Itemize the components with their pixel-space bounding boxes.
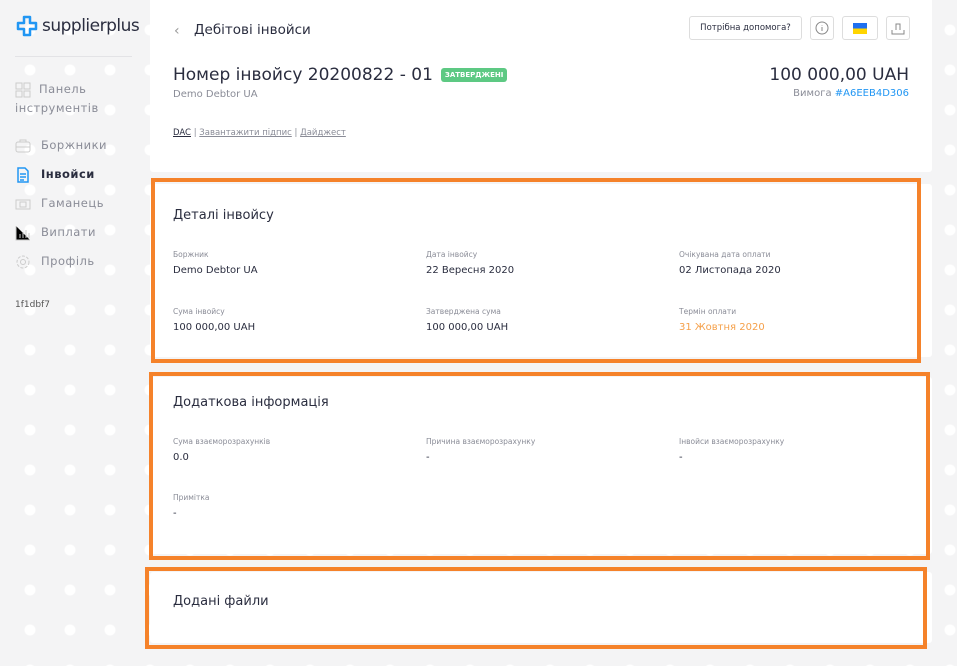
info-icon: [815, 21, 829, 35]
invoice-details-card: Деталі інвойсу Боржник Demo Debtor UA Дат…: [150, 184, 932, 357]
bar-chart-icon: [15, 225, 31, 241]
field-value: -: [679, 452, 683, 463]
field-label: Сума інвойсу: [173, 307, 225, 316]
additional-info-card: Додаткова інформація Сума взаєморозрахун…: [150, 377, 932, 554]
sidebar-item-label: Панель інструментів: [15, 82, 99, 115]
field-value: 31 Жовтня 2020: [679, 322, 765, 333]
field-label: Причина взаєморозрахунку: [426, 437, 536, 446]
toolbar: Потрібна допомога?: [689, 16, 910, 40]
sidebar-item-dashboard[interactable]: Панель інструментів: [15, 80, 140, 118]
field-value: 0.0: [173, 452, 189, 463]
logo[interactable]: supplierplus: [16, 15, 140, 37]
field-settlement-sum: Сума взаєморозрахунків 0.0: [173, 437, 403, 463]
field-label: Сума взаєморозрахунків: [173, 437, 271, 446]
field-approved-sum: Затверджена сума 100 000,00 UAH: [426, 307, 656, 333]
field-settlement-invoices: Інвойси взаєморозрахунку -: [679, 437, 909, 463]
invoice-amount: 100 000,00 UAH: [769, 65, 909, 85]
section-title: Додані файли: [173, 594, 269, 609]
status-badge: ЗАТВЕРДЖЕНІ: [440, 68, 508, 82]
sidebar-item-invoices[interactable]: Інвойси: [15, 167, 140, 183]
section-title: Додаткова інформація: [173, 395, 329, 410]
dac-link[interactable]: DAC: [173, 128, 191, 138]
briefcase-icon: [15, 138, 31, 154]
logo-icon: [16, 15, 38, 37]
field-due-date: Термін оплати 31 Жовтня 2020: [679, 307, 909, 333]
ukraine-flag-icon: [853, 22, 867, 34]
attached-files-card: Додані файли: [150, 572, 932, 643]
invoice-number: Номер інвойсу 20200822 - 01: [173, 65, 433, 85]
version: 1f1dbf7: [15, 300, 50, 310]
sidebar-item-debtors[interactable]: Боржники: [15, 138, 140, 154]
document-icon: [15, 167, 31, 183]
field-value: 100 000,00 UAH: [426, 322, 509, 333]
sidebar: supplierplus Панель інструментів Боржник…: [0, 0, 150, 666]
digest-link[interactable]: Дайджест: [300, 128, 346, 138]
field-value: -: [426, 452, 430, 463]
gear-icon: [15, 254, 31, 270]
field-value: 100 000,00 UAH: [173, 322, 256, 333]
dashboard-icon: [15, 82, 31, 98]
breadcrumb[interactable]: Дебітові інвойси: [194, 22, 311, 38]
field-expected-date: Очікувана дата оплати 02 Листопада 2020: [679, 250, 909, 276]
request-id-link[interactable]: #A6EEB4D306: [834, 88, 909, 99]
field-value: 22 Вересня 2020: [426, 265, 515, 276]
field-value: 02 Листопада 2020: [679, 265, 781, 276]
sidebar-item-label: Профіль: [41, 254, 95, 268]
sidebar-item-profile[interactable]: Профіль: [15, 254, 140, 270]
section-title: Деталі інвойсу: [173, 208, 274, 223]
info-button[interactable]: [810, 16, 834, 40]
wallet-icon: [15, 196, 31, 212]
download-signature-link[interactable]: Завантажити підпис: [199, 128, 292, 138]
sidebar-item-wallet[interactable]: Гаманець: [15, 196, 140, 212]
request-label: Вимога: [793, 88, 832, 99]
field-label: Примітка: [173, 493, 210, 502]
debtor-name: Demo Debtor UA: [173, 89, 258, 100]
divider: [15, 56, 132, 57]
field-debtor: Боржник Demo Debtor UA: [173, 250, 403, 276]
download-icon: [891, 23, 905, 35]
main: ‹ Дебітові інвойси Потрібна допомога? Но…: [150, 0, 932, 643]
field-label: Дата інвойсу: [426, 250, 478, 259]
language-button[interactable]: [842, 16, 878, 40]
sidebar-nav: Панель інструментів Боржники Інвойси Гам…: [15, 80, 140, 283]
sidebar-item-label: Боржники: [41, 138, 107, 152]
field-label: Затверджена сума: [426, 307, 501, 316]
field-value: -: [173, 508, 177, 519]
field-settlement-reason: Причина взаєморозрахунку -: [426, 437, 656, 463]
page-title: Номер інвойсу 20200822 - 01 ЗАТВЕРДЖЕНІ: [173, 65, 508, 85]
help-button[interactable]: Потрібна допомога?: [689, 16, 802, 40]
field-label: Інвойси взаєморозрахунку: [679, 437, 785, 446]
field-label: Термін оплати: [679, 307, 737, 316]
request-info: Вимога #A6EEB4D306: [793, 88, 909, 99]
logo-text: supplierplus: [42, 16, 140, 36]
field-label: Очікувана дата оплати: [679, 250, 771, 259]
sidebar-item-label: Гаманець: [41, 196, 104, 210]
field-invoice-sum: Сума інвойсу 100 000,00 UAH: [173, 307, 403, 333]
field-note: Примітка -: [173, 493, 403, 519]
sidebar-item-label: Інвойси: [41, 167, 95, 181]
field-invoice-date: Дата інвойсу 22 Вересня 2020: [426, 250, 656, 276]
field-value: Demo Debtor UA: [173, 265, 258, 276]
download-button[interactable]: [886, 16, 910, 40]
document-links: DAC | Завантажити підпис | Дайджест: [173, 128, 346, 138]
sidebar-item-label: Виплати: [41, 225, 96, 239]
invoice-header: ‹ Дебітові інвойси Потрібна допомога? Но…: [150, 0, 932, 172]
back-chevron-icon[interactable]: ‹: [174, 23, 180, 39]
field-label: Боржник: [173, 250, 209, 259]
sidebar-item-payouts[interactable]: Виплати: [15, 225, 140, 241]
